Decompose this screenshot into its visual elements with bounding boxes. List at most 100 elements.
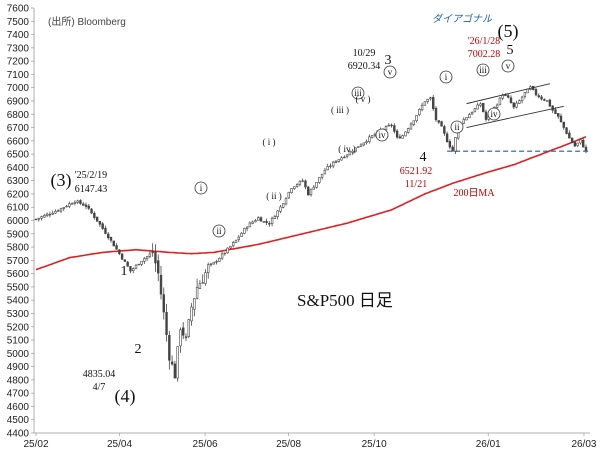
candle-body [373,133,377,136]
candle-body [345,154,349,157]
x-tick-label: 25/04 [107,439,132,450]
candle-body [557,113,560,117]
candle-body [148,253,152,257]
candle-body [520,96,524,102]
candle-body [415,115,418,122]
candle-body [573,141,577,147]
wave-2-label: 2 [135,342,142,357]
candle-body [176,346,179,379]
candle-body [73,201,77,204]
candle-body [87,205,90,209]
y-tick-label: 4600 [7,402,30,413]
candle-body [168,335,171,361]
candle-body [190,306,193,322]
candle-body [307,186,310,196]
candle-body [484,111,488,120]
paren-ii-label: ( ii ) [266,191,282,201]
candle-body [154,251,157,264]
candle-body [304,180,307,188]
candle-body [540,96,543,100]
candle-body [123,259,127,262]
candle-body [418,109,421,116]
candle-body [76,200,79,203]
candle-body [226,247,229,254]
y-tick-label: 4800 [7,375,30,386]
paren-iv-label: ( iv ) [338,144,356,154]
circled-iv-late-circle [487,107,501,121]
candle-body [279,206,282,212]
y-tick-label: 5900 [7,229,30,240]
candle-body [79,200,82,204]
wave5-value: 7002.28 [468,49,501,60]
candle-body [109,236,113,241]
y-tick-label: 5700 [7,256,30,267]
candle-body [568,132,571,139]
candle-body [207,264,210,273]
candle-body [409,123,413,130]
y-tick-label: 4500 [7,415,30,426]
candle-body [332,161,335,167]
candle-body [201,282,204,284]
y-tick-label: 6800 [7,110,30,121]
circled-ii-late-circle [450,120,464,134]
y-tick-label: 6400 [7,163,30,174]
candle-body [37,217,40,220]
candle-body [454,137,457,153]
wave3-big-label: (3) [51,170,72,191]
paren-v-label: ( v ) [356,94,371,104]
candle-body [501,95,504,99]
circled-iii-mid-circle [351,86,365,100]
candle-body [559,115,563,123]
peak3-date: 10/29 [353,48,376,59]
candle-body [184,336,188,338]
candle-body [270,217,274,225]
candle-body [443,126,446,134]
candle-body [390,124,393,127]
candle-body [57,210,60,212]
candle-body [90,208,93,214]
candle-body [340,157,343,161]
candle-body [282,203,285,208]
candle-body [137,263,140,266]
candle-body [432,97,435,110]
candle-body [173,363,177,379]
candle-body [179,329,182,347]
candle-body [257,217,260,221]
candle-body [348,151,352,156]
candle-body [537,95,540,98]
circled-iv-late: iv [490,109,498,119]
candle-body [193,298,196,310]
y-tick-label: 5600 [7,269,30,280]
candle-body [440,121,443,127]
circled-ii-early-circle [212,224,226,238]
candle-body [187,319,190,337]
candle-body [468,114,471,119]
candle-body [273,216,277,219]
candle-body [170,361,174,365]
candle-body [407,128,410,133]
candle-body [554,109,557,114]
wave5-date: '26/1/28 [468,36,500,47]
candle-body [245,226,249,229]
y-tick-label: 7500 [7,17,30,28]
candle-body [445,133,449,143]
candle-body [134,264,138,269]
overlays [447,83,590,152]
candle-body [512,102,515,108]
wave4-value: 4835.04 [83,369,116,380]
circled-i-early-circle [194,181,208,195]
candle-body [337,159,340,162]
candle-body [104,227,107,234]
candle-body [218,258,221,262]
candle-body [234,239,238,243]
candle-body [229,245,232,249]
candle-body [268,223,271,225]
y-tick-label: 5500 [7,282,30,293]
candle-body [240,232,243,237]
candle-body [243,228,246,234]
circled-ii-late: ii [454,122,460,132]
candle-body [318,177,321,183]
candle-body [118,249,121,255]
candle-body [204,272,207,284]
candle-body [159,274,163,295]
